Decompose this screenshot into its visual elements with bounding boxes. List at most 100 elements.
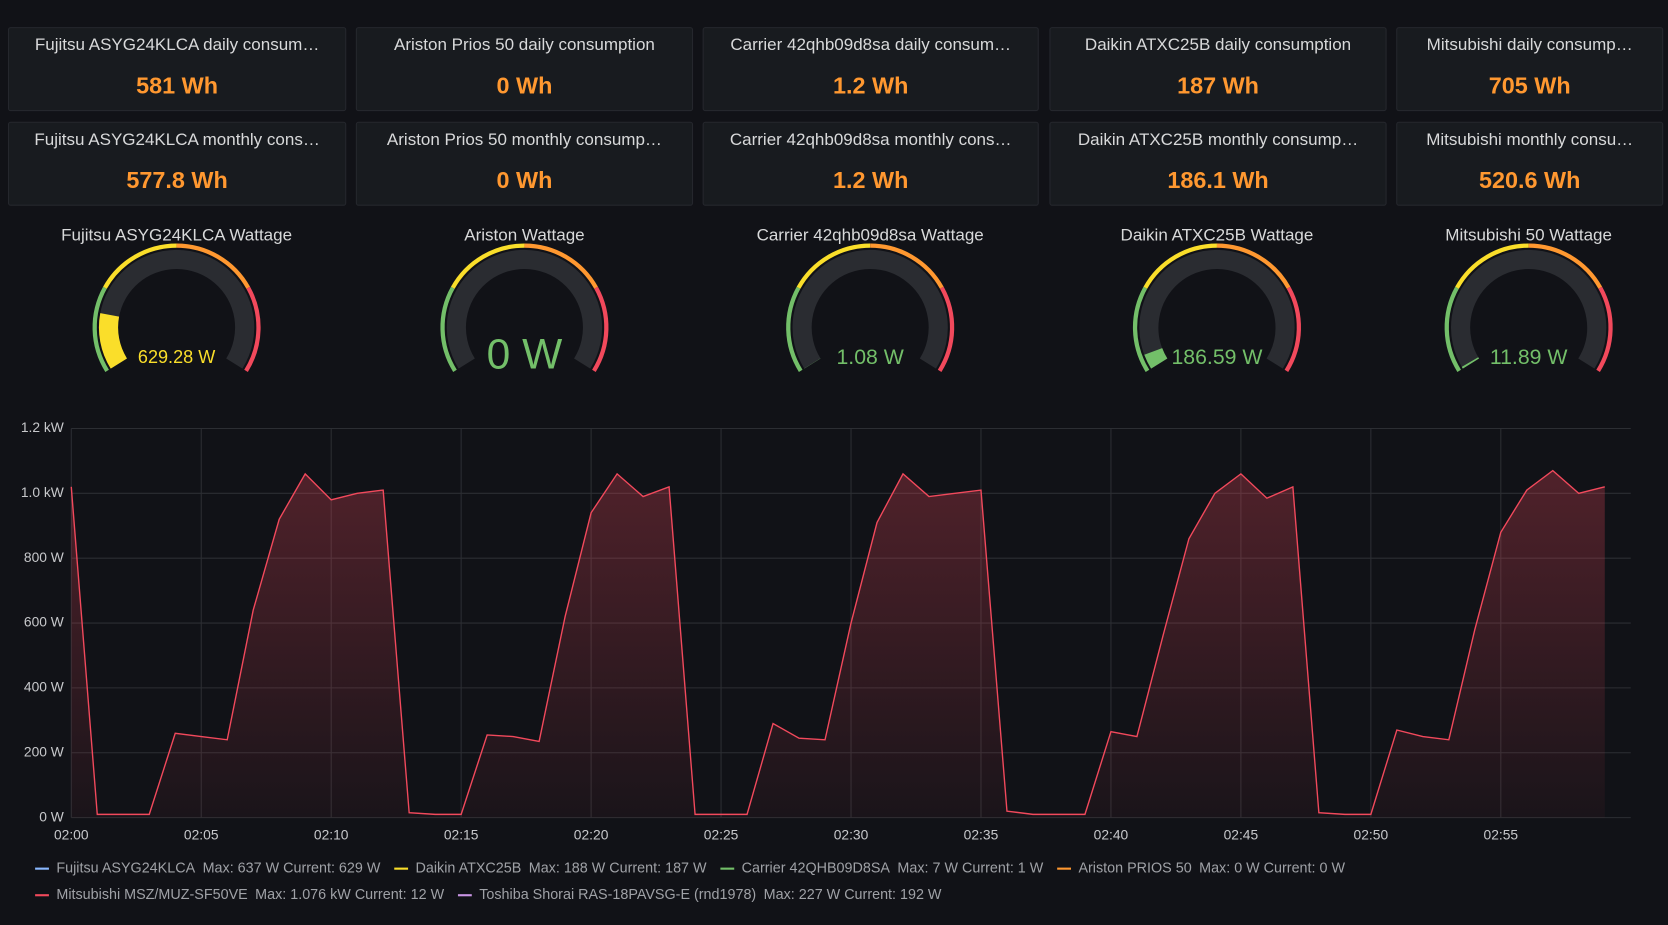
gauge-threshold	[870, 243, 944, 289]
x-tick-label: 02:30	[834, 826, 869, 842]
y-tick-label: 400 W	[24, 679, 64, 695]
gauge-threshold	[592, 286, 609, 372]
gauge-threshold	[796, 243, 871, 289]
y-tick-label: 0 W	[39, 808, 64, 824]
stat-title: Mitsubishi daily consump…	[1427, 35, 1633, 54]
legend-name: Toshiba Shorai RAS-18PAVSG-E (rnd1978)	[479, 887, 756, 903]
stat-title: Carrier 42qhb09d8sa monthly cons…	[730, 130, 1012, 149]
gauge-threshold	[1216, 243, 1291, 289]
legend-text: Toshiba Shorai RAS-18PAVSG-E (rnd1978) Ma…	[479, 887, 942, 903]
stat-panel	[1049, 27, 1387, 112]
stat-value: 187 Wh	[1177, 72, 1259, 98]
y-tick-label: 200 W	[24, 743, 64, 759]
stat-panel	[1396, 121, 1664, 206]
gauge-fill	[1461, 357, 1480, 369]
gauge-threshold	[103, 243, 177, 289]
legend-item: Carrier 42QHB09D8SA Max: 7 W Current: 1 W	[720, 860, 1044, 876]
gauge-threshold	[1444, 286, 1461, 372]
gauge-track	[792, 249, 948, 369]
gauge-threshold	[244, 286, 261, 372]
stat-title: Daikin ATXC25B daily consumption	[1085, 35, 1351, 54]
legend-text: Mitsubishi MSZ/MUZ-SF50VE Max: 1.076 kW C…	[56, 887, 444, 903]
stat-panel	[702, 121, 1039, 206]
gauge-value: 629.28 W	[138, 347, 215, 367]
x-tick-label: 02:50	[1354, 826, 1389, 842]
legend-stats: Max: 7 W Current: 1 W	[897, 860, 1043, 876]
area	[71, 470, 1605, 818]
gauge-fill	[1144, 347, 1168, 369]
x-tick-label: 02:10	[314, 826, 349, 842]
line	[70, 469, 1605, 816]
legend-stats: Max: 227 W Current: 192 W	[764, 887, 942, 903]
x-tick-label: 02:05	[184, 826, 219, 842]
legend-item: Daikin ATXC25B Max: 188 W Current: 187 W	[394, 860, 707, 876]
y-tick-label: 800 W	[24, 549, 64, 565]
x-tick-label: 02:35	[964, 826, 999, 842]
gauge-value: 0 W	[487, 330, 563, 378]
stat-panel	[702, 27, 1039, 112]
stat-value: 520.6 Wh	[1479, 167, 1580, 193]
legend-item: Mitsubishi MSZ/MUZ-SF50VE Max: 1.076 kW C…	[35, 887, 445, 903]
stat-title: Carrier 42qhb09d8sa daily consum…	[730, 35, 1011, 54]
stat-title: Fujitsu ASYG24KLCA monthly cons…	[34, 130, 319, 149]
legend-name: Ariston PRIOS 50	[1078, 860, 1191, 876]
gauge-title: Fujitsu ASYG24KLCA Wattage	[61, 226, 292, 245]
gauge-value: 186.59 W	[1171, 345, 1262, 369]
stat-value: 705 Wh	[1489, 72, 1571, 98]
legend-item: Ariston PRIOS 50 Max: 0 W Current: 0 W	[1057, 860, 1345, 876]
gauge-track	[446, 249, 603, 369]
stat-panel	[1049, 121, 1387, 206]
stat-value: 1.2 Wh	[833, 167, 908, 193]
stat-value: 186.1 Wh	[1167, 167, 1268, 193]
gauge-threshold	[1528, 243, 1603, 289]
legend-name: Daikin ATXC25B	[416, 860, 522, 876]
legend-name: Carrier 42QHB09D8SA	[742, 860, 891, 876]
stat-panel	[355, 121, 694, 206]
legend-stats: Max: 637 W Current: 629 W	[203, 860, 381, 876]
stat-value: 0 Wh	[497, 72, 553, 98]
y-tick-label: 1.0 kW	[21, 484, 64, 500]
stat-title: Ariston Prios 50 daily consumption	[394, 35, 655, 54]
gauge-title: Carrier 42qhb09d8sa Wattage	[757, 226, 984, 245]
legend-name: Fujitsu ASYG24KLCA	[56, 860, 195, 876]
x-tick-label: 02:25	[704, 826, 739, 842]
gauge-threshold	[1132, 286, 1150, 372]
gauge-value: 1.08 W	[836, 345, 903, 369]
gauge-threshold	[937, 286, 955, 372]
legend-stats: Max: 0 W Current: 0 W	[1199, 860, 1345, 876]
legend-text: Carrier 42QHB09D8SA Max: 7 W Current: 1 W	[742, 860, 1044, 876]
stat-panel	[355, 27, 694, 112]
stat-title: Fujitsu ASYG24KLCA daily consum…	[35, 35, 319, 54]
legend-stats: Max: 188 W Current: 187 W	[529, 860, 707, 876]
stat-title: Mitsubishi monthly consu…	[1426, 130, 1633, 149]
gauge-threshold	[524, 243, 598, 289]
gauge-track	[1451, 249, 1607, 369]
legend-text: Daikin ATXC25B Max: 188 W Current: 187 W	[416, 860, 708, 876]
stat-panel	[7, 27, 347, 112]
gauge-threshold	[92, 286, 109, 372]
legend-name: Mitsubishi MSZ/MUZ-SF50VE	[56, 887, 247, 903]
gauge-threshold	[1596, 286, 1613, 372]
y-tick-label: 600 W	[24, 614, 64, 630]
x-tick-label: 02:15	[444, 826, 479, 842]
stat-value: 581 Wh	[136, 72, 218, 98]
legend-item: Toshiba Shorai RAS-18PAVSG-E (rnd1978) Ma…	[457, 887, 942, 903]
stat-value: 0 Wh	[497, 167, 553, 193]
x-tick-label: 02:45	[1224, 826, 1259, 842]
gauge-threshold	[1284, 286, 1301, 372]
x-tick-label: 02:00	[54, 826, 89, 842]
stat-title: Daikin ATXC25B monthly consump…	[1078, 130, 1358, 149]
gauge-value: 11.89 W	[1490, 345, 1568, 369]
stat-value: 577.8 Wh	[126, 167, 227, 193]
gauge-threshold	[1143, 243, 1217, 289]
x-tick-label: 02:40	[1094, 826, 1129, 842]
gauge-threshold	[440, 286, 457, 372]
legend-stats: Max: 1.076 kW Current: 12 W	[255, 887, 444, 903]
y-tick-label: 1.2 kW	[21, 419, 64, 435]
x-tick-label: 02:20	[574, 826, 609, 842]
stat-panel	[7, 121, 347, 206]
gauge-threshold	[786, 286, 803, 372]
legend-item: Fujitsu ASYG24KLCA Max: 637 W Current: 62…	[35, 860, 381, 876]
